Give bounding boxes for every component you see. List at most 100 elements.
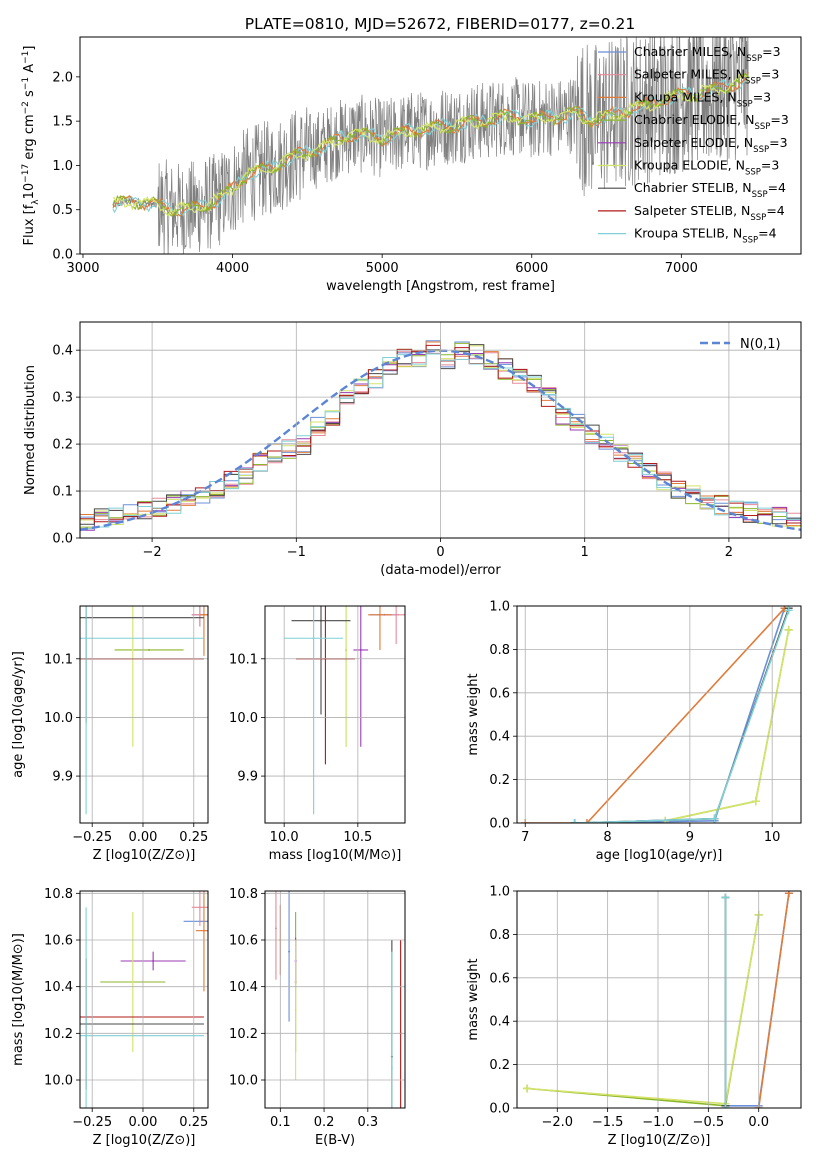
- y-axis-label-part: s: [22, 90, 37, 101]
- x-tick-label: 0.0: [748, 1115, 769, 1130]
- model-line-kroupa_stelib: [112, 75, 750, 217]
- x-tick-label: 4000: [216, 261, 249, 276]
- y-tick-label: 0.4: [489, 1015, 510, 1030]
- y-tick-label: 1.0: [52, 159, 73, 174]
- data-point-kroupa_elodie: [131, 981, 134, 983]
- y-tick-label: 10.4: [229, 980, 258, 995]
- x-tick-label: −0.5: [693, 1115, 725, 1130]
- y-tick-label: 10.0: [229, 711, 258, 726]
- x-axis-label: (data-model)/error: [380, 563, 501, 578]
- axes-mass_vs_ebv: 0.1 0.2 0.3 10.0 10.2 10.4 10.6 10.8 E(B-V): [229, 887, 406, 1148]
- y-axis-label-part: 10: [22, 183, 37, 200]
- y-tick-label: 0.8: [489, 928, 510, 943]
- y-tick-label: 1.0: [489, 885, 510, 900]
- y-tick-label: 0.5: [52, 203, 73, 218]
- axes-frame: [79, 605, 209, 824]
- y-axis-label: mass weight: [466, 958, 481, 1040]
- axes-frame: [516, 890, 802, 1109]
- axes-age_vs_mass: 10.0 10.5 9.9 10.0 10.1 mass [log10(M/M⊙)]: [229, 605, 406, 863]
- y-tick-label: 10.2: [229, 1027, 258, 1042]
- plus-marker-kroupa_stelib: [721, 1104, 730, 1108]
- x-tick-label: 0.25: [179, 1115, 208, 1130]
- plus-marker-kroupa_stelib: [784, 606, 793, 615]
- y-tick-label: 0.2: [489, 1058, 510, 1073]
- y-tick-label: 1.5: [52, 115, 73, 130]
- x-tick-label: 5000: [366, 261, 399, 276]
- axes-frame: [264, 890, 406, 1109]
- y-axis-label-part: ]: [22, 46, 37, 51]
- y-tick-label: 0.0: [489, 817, 510, 832]
- x-axis-label: Z [log10(Z/Z⊙)]: [608, 1133, 711, 1148]
- plus-marker-kroupa_elodie: [523, 1084, 532, 1093]
- y-tick-label: 0.2: [489, 773, 510, 788]
- y-tick-label: 10.2: [44, 1027, 73, 1042]
- legend-label: Kroupa STELIB, NSSP=4: [634, 226, 777, 246]
- y-axis-label: Normed distribution: [23, 365, 38, 495]
- y-tick-label: 2.0: [52, 70, 73, 85]
- plus-marker-kroupa_miles: [784, 891, 793, 898]
- plus-marker-kroupa_elodie: [784, 625, 793, 634]
- data-point-kroupa_stelib: [312, 637, 315, 640]
- x-tick-label: 0.3: [357, 1115, 378, 1130]
- x-tick-label: 0.2: [314, 1115, 335, 1130]
- axes-frame: [79, 890, 209, 1109]
- y-tick-label: 0.6: [489, 971, 510, 986]
- axes-age_vs_Z: −0.25 0.00 0.25 9.9 10.0 10.1 Z [log10(Z/Z⊙)] a…: [11, 605, 209, 863]
- legend-label: Kroupa ELODIE, NSSP=3: [634, 158, 779, 178]
- data-point-salpeter_elodie: [152, 960, 155, 962]
- legend-label: N(0,1): [740, 337, 781, 352]
- data-point-salpeter_miles: [274, 927, 277, 930]
- plus-marker-kroupa_miles: [582, 819, 591, 823]
- legend-label: Chabrier STELIB, NSSP=4: [634, 180, 786, 200]
- data-point-kroupa_miles: [202, 929, 205, 932]
- axes-frame: [516, 605, 802, 824]
- y-tick-label: 10.4: [44, 980, 73, 995]
- x-tick-label: 10.0: [270, 830, 299, 845]
- y-tick-label: 10.8: [44, 887, 73, 902]
- x-axis-label: Z [log10(Z/Z⊙)]: [93, 848, 196, 863]
- y-axis-label-part: −17: [21, 164, 31, 183]
- x-tick-label: 3000: [66, 261, 99, 276]
- x-tick-label: 1: [581, 545, 589, 560]
- x-axis-label: Z [log10(Z/Z⊙)]: [93, 1133, 196, 1148]
- x-tick-label: 7: [521, 830, 529, 845]
- plus-marker-kroupa_stelib: [721, 893, 730, 902]
- y-tick-label: 10.6: [44, 934, 73, 949]
- legend-label: Salpeter ELODIE, NSSP=3: [634, 135, 788, 155]
- y-tick-label: 1.0: [489, 600, 510, 615]
- data-point-salpeter_miles: [395, 613, 398, 616]
- y-tick-label: 0.2: [52, 438, 73, 453]
- x-axis-label: E(B-V): [315, 1133, 355, 1148]
- y-tick-label: 10.0: [44, 711, 73, 726]
- model-line-kroupa_elodie: [112, 73, 750, 217]
- x-tick-label: 8: [603, 830, 611, 845]
- y-tick-label: 0.0: [52, 248, 73, 263]
- legend-label: Kroupa MILES, NSSP=3: [634, 89, 771, 109]
- x-tick-label: 6000: [515, 261, 548, 276]
- plot-area-age_vs_mass: [284, 606, 405, 815]
- weight-line-chabrier_elodie: [527, 914, 760, 1107]
- weight-line-kroupa_elodie: [527, 914, 760, 1105]
- x-tick-label: 2: [725, 545, 733, 560]
- data-point-kroupa_elodie: [345, 648, 348, 651]
- data-point-kroupa_miles: [378, 613, 381, 616]
- y-tick-label: 0.1: [52, 485, 73, 500]
- weight-line-kroupa_stelib: [574, 610, 790, 823]
- plot-area-spectrum: [112, 37, 750, 254]
- y-axis-label-part: Flux [f: [22, 204, 37, 245]
- y-axis-label: age [log10(age/yr)]: [11, 651, 26, 778]
- x-tick-label: 0.00: [129, 830, 158, 845]
- figure-title: PLATE=0810, MJD=52672, FIBERID=0177, z=0…: [245, 15, 635, 33]
- axes-massweight_vs_Z: −2.0 −1.5 −1.0 −0.5 0.0 0.0 0.2 0.4 0.6 0.8 1.0 Z […: [466, 885, 802, 1148]
- x-tick-label: 0.1: [270, 1115, 291, 1130]
- data-point-kroupa_miles: [202, 613, 205, 616]
- y-tick-label: 0.6: [489, 686, 510, 701]
- y-tick-label: 10.0: [229, 1074, 258, 1089]
- axes-mass_vs_Z: −0.25 0.00 0.25 10.0 10.2 10.4 10.6 10.8 Z [log1…: [11, 887, 209, 1148]
- y-axis-label-part: −1: [21, 77, 31, 90]
- plus-marker-kroupa_stelib: [710, 814, 719, 823]
- y-tick-label: 0.8: [489, 643, 510, 658]
- axes-frame: [79, 36, 802, 255]
- weight-line-chabrier_miles: [574, 607, 786, 823]
